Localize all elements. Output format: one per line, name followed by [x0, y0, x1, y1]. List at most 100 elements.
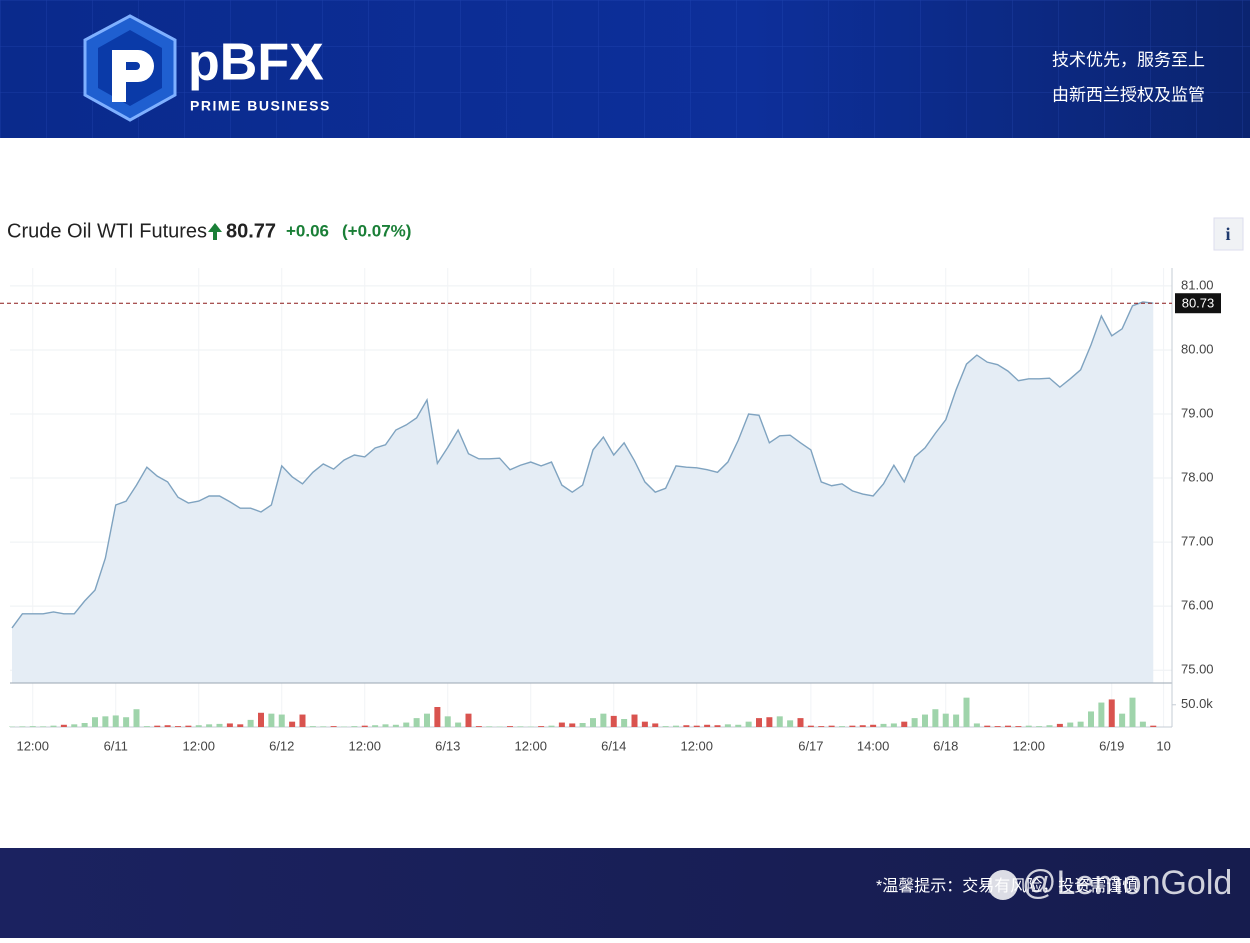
volume-bar — [30, 726, 36, 727]
volume-bar — [206, 724, 212, 727]
volume-bar — [746, 722, 752, 727]
volume-bar — [611, 716, 617, 727]
volume-bar — [1119, 714, 1125, 727]
volume-bar — [414, 718, 420, 727]
x-tick-label: 12:00 — [514, 738, 547, 753]
y-tick-label: 77.00 — [1181, 534, 1214, 549]
volume-tick-label: 50.0k — [1181, 696, 1213, 711]
volume-bar — [248, 720, 254, 727]
volume-bar — [663, 726, 669, 727]
volume-bar — [777, 716, 783, 727]
change-pct: (+0.07%) — [342, 221, 411, 240]
x-tick-label: 12:00 — [182, 738, 215, 753]
volume-bar — [1067, 723, 1073, 727]
volume-bar — [725, 724, 731, 727]
x-tick-label: 6/19 — [1099, 738, 1124, 753]
volume-bar — [40, 726, 46, 727]
brand-sub: PRIME BUSINESS — [190, 98, 331, 114]
volume-bar — [715, 725, 721, 727]
volume-bar — [196, 725, 202, 727]
volume-bar — [839, 726, 845, 727]
volume-bar — [766, 717, 772, 727]
volume-bar — [71, 724, 77, 727]
volume-bar — [735, 725, 741, 727]
y-tick-label: 76.00 — [1181, 598, 1214, 613]
volume-bar — [362, 726, 368, 727]
volume-bar — [476, 726, 482, 727]
volume-bar — [704, 725, 710, 727]
volume-bar — [1098, 703, 1104, 727]
price: 80.77 — [226, 220, 276, 242]
y-tick-label: 80.00 — [1181, 341, 1214, 356]
volume-bar — [92, 717, 98, 727]
up-arrow — [208, 223, 222, 240]
x-tick-label: 12:00 — [680, 738, 713, 753]
volume-bar — [984, 726, 990, 727]
volume-bar — [331, 726, 337, 727]
x-tick-label: 10 — [1156, 738, 1170, 753]
slogan: 技术优先，服务至上 — [1052, 50, 1205, 69]
volume-bar — [600, 714, 606, 727]
volume-bar — [393, 725, 399, 727]
volume-bar — [1109, 699, 1115, 727]
y-tick-label: 81.00 — [1181, 277, 1214, 292]
volume-bar — [818, 726, 824, 727]
info-icon[interactable]: i — [1225, 224, 1230, 244]
volume-bar — [1005, 726, 1011, 727]
volume-bar — [403, 723, 409, 727]
volume-bar — [82, 723, 88, 727]
watermark: @LemonGold — [1022, 864, 1232, 902]
volume-bar — [268, 714, 274, 727]
volume-bar — [683, 725, 689, 727]
change: +0.06 — [286, 221, 329, 240]
volume-bar — [1140, 722, 1146, 727]
volume-bar — [922, 715, 928, 727]
volume-bar — [383, 724, 389, 727]
volume-bar — [1130, 698, 1136, 727]
volume-bar — [424, 714, 430, 727]
y-tick-label: 75.00 — [1181, 662, 1214, 677]
volume-bar — [995, 726, 1001, 727]
volume-bar — [881, 724, 887, 727]
volume-bar — [51, 726, 57, 727]
volume-bar — [123, 717, 129, 727]
volume-bar — [227, 723, 233, 727]
volume-bar — [434, 707, 440, 727]
volume-bar — [466, 714, 472, 727]
x-tick-label: 12:00 — [348, 738, 381, 753]
x-tick-label: 12:00 — [16, 738, 49, 753]
chart-title: Crude Oil WTI Futures — [7, 220, 207, 242]
watermark-icon — [988, 870, 1018, 900]
volume-bar — [870, 725, 876, 727]
chart: 75.0076.0077.0078.0079.0080.0081.0012:00… — [0, 268, 1221, 753]
volume-bar — [300, 715, 306, 727]
x-tick-label: 6/12 — [269, 738, 294, 753]
volume-bar — [517, 726, 523, 727]
volume-bar — [569, 723, 575, 727]
volume-bar — [507, 726, 513, 727]
volume-bar — [237, 724, 243, 727]
x-tick-label: 6/18 — [933, 738, 958, 753]
volume-bar — [1150, 726, 1156, 727]
volume-bar — [310, 726, 316, 727]
volume-bar — [829, 726, 835, 727]
volume-bar — [372, 725, 378, 727]
volume-bar — [943, 714, 949, 727]
x-tick-label: 12:00 — [1012, 738, 1045, 753]
volume-bar — [175, 726, 181, 727]
volume-bar — [849, 726, 855, 727]
volume-bar — [808, 726, 814, 727]
volume-bar — [1047, 725, 1053, 727]
volume-bar — [549, 726, 555, 727]
volume-bar — [590, 718, 596, 727]
volume-bar — [154, 726, 160, 727]
volume-bar — [694, 726, 700, 727]
volume-bar — [258, 713, 264, 727]
volume-bar — [102, 716, 108, 727]
volume-bar — [932, 709, 938, 727]
volume-bar — [621, 719, 627, 727]
y-tick-label: 78.00 — [1181, 469, 1214, 484]
volume-bar — [673, 726, 679, 727]
volume-bar — [445, 716, 451, 727]
